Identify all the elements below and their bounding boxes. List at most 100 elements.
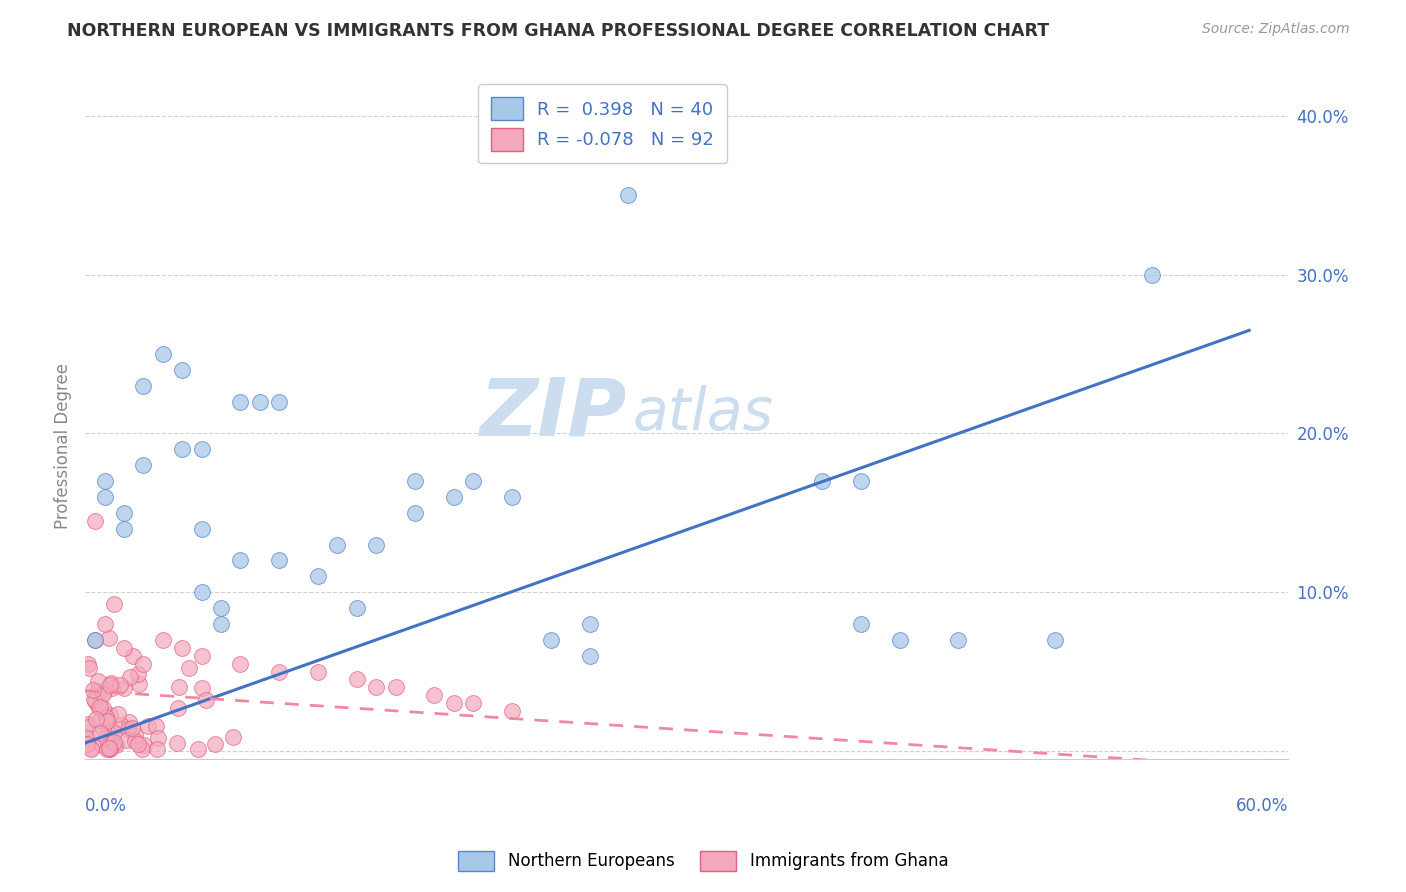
Point bbox=[82, 683, 104, 698]
Point bbox=[101, 723, 124, 737]
Point bbox=[404, 474, 426, 488]
Point bbox=[91, 739, 114, 753]
Point bbox=[96, 714, 118, 728]
Point bbox=[145, 719, 167, 733]
Point bbox=[94, 710, 117, 724]
Point bbox=[172, 640, 194, 655]
Text: NORTHERN EUROPEAN VS IMMIGRANTS FROM GHANA PROFESSIONAL DEGREE CORRELATION CHART: NORTHERN EUROPEAN VS IMMIGRANTS FROM GHA… bbox=[67, 22, 1050, 40]
Point bbox=[326, 537, 349, 551]
Point bbox=[132, 657, 155, 671]
Legend: Northern Europeans, Immigrants from Ghana: Northern Europeans, Immigrants from Ghan… bbox=[450, 842, 956, 880]
Point bbox=[83, 692, 105, 706]
Point bbox=[384, 681, 406, 695]
Point bbox=[131, 741, 153, 756]
Point bbox=[122, 648, 145, 663]
Point bbox=[108, 678, 131, 692]
Point bbox=[132, 738, 155, 752]
Point bbox=[190, 522, 212, 536]
Point bbox=[404, 506, 426, 520]
Point bbox=[97, 727, 120, 741]
Point bbox=[307, 569, 329, 583]
Point bbox=[172, 363, 194, 377]
Point bbox=[187, 742, 209, 756]
Point bbox=[121, 721, 143, 735]
Point bbox=[83, 632, 105, 647]
Point bbox=[87, 699, 110, 714]
Point bbox=[98, 738, 121, 752]
Point bbox=[463, 474, 485, 488]
Point bbox=[77, 720, 100, 734]
Point bbox=[172, 442, 194, 457]
Point bbox=[138, 719, 160, 733]
Point bbox=[851, 474, 873, 488]
Point bbox=[811, 474, 834, 488]
Point bbox=[167, 680, 190, 694]
Point bbox=[103, 726, 125, 740]
Point bbox=[84, 712, 107, 726]
Point bbox=[98, 707, 121, 722]
Point bbox=[107, 706, 129, 721]
Point bbox=[98, 741, 121, 756]
Point bbox=[103, 597, 125, 611]
Point bbox=[269, 553, 291, 567]
Point bbox=[98, 678, 121, 692]
Point bbox=[443, 490, 465, 504]
Point bbox=[346, 601, 368, 615]
Point bbox=[222, 730, 245, 744]
Point bbox=[77, 661, 100, 675]
Point bbox=[76, 737, 98, 751]
Point bbox=[195, 693, 218, 707]
Text: 60.0%: 60.0% bbox=[1236, 797, 1288, 814]
Point bbox=[118, 670, 141, 684]
Text: Professional Degree: Professional Degree bbox=[55, 363, 72, 529]
Point bbox=[97, 742, 120, 756]
Point bbox=[190, 648, 212, 663]
Point bbox=[76, 731, 98, 745]
Point bbox=[366, 537, 388, 551]
Point bbox=[148, 731, 170, 745]
Point bbox=[86, 684, 108, 698]
Point bbox=[269, 665, 291, 679]
Point bbox=[93, 490, 115, 504]
Point bbox=[80, 742, 103, 756]
Point bbox=[190, 442, 212, 457]
Point bbox=[132, 379, 155, 393]
Point bbox=[112, 681, 135, 695]
Point bbox=[578, 616, 600, 631]
Point bbox=[346, 673, 368, 687]
Point bbox=[132, 458, 155, 473]
Text: atlas: atlas bbox=[633, 385, 773, 442]
Point bbox=[118, 714, 141, 729]
Point bbox=[89, 713, 111, 727]
Point bbox=[93, 474, 115, 488]
Point bbox=[127, 666, 149, 681]
Point bbox=[851, 616, 873, 631]
Text: Source: ZipAtlas.com: Source: ZipAtlas.com bbox=[1202, 22, 1350, 37]
Point bbox=[204, 737, 226, 751]
Point bbox=[889, 632, 911, 647]
Point bbox=[89, 726, 111, 740]
Point bbox=[96, 742, 118, 756]
Point bbox=[91, 701, 114, 715]
Point bbox=[124, 728, 146, 742]
Point bbox=[110, 718, 132, 732]
Point bbox=[229, 553, 252, 567]
Point bbox=[84, 514, 107, 528]
Point bbox=[179, 661, 201, 675]
Point bbox=[443, 696, 465, 710]
Point bbox=[501, 704, 523, 718]
Point bbox=[127, 738, 149, 752]
Point bbox=[307, 665, 329, 679]
Point bbox=[91, 723, 114, 737]
Point bbox=[128, 677, 150, 691]
Point bbox=[103, 735, 125, 749]
Point bbox=[100, 742, 122, 756]
Point bbox=[269, 394, 291, 409]
Point bbox=[190, 681, 212, 695]
Point bbox=[617, 188, 640, 202]
Point bbox=[948, 632, 970, 647]
Point bbox=[115, 733, 138, 747]
Point bbox=[1140, 268, 1163, 282]
Point bbox=[166, 736, 188, 750]
Point bbox=[104, 737, 127, 751]
